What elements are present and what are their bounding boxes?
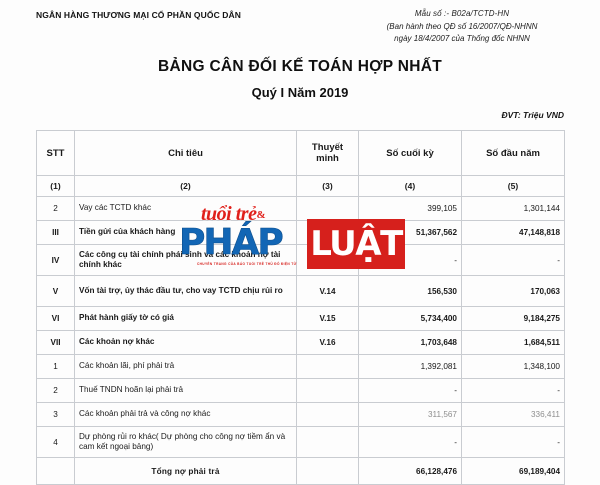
row-stt: VII xyxy=(36,330,75,355)
column-number-4: (4) xyxy=(358,175,462,197)
issuing-decision-line-2: ngày 18/4/2007 của Thống đốc NHNN xyxy=(394,34,530,43)
table-row: 4 Dự phòng rủi ro khác( Dự phòng cho công… xyxy=(36,426,565,458)
balance-sheet-table-wrapper: STT Chỉ tiêu Thuyết minh Số cuối kỳ Số đ… xyxy=(36,130,565,485)
row-previous-period-value: 1,684,511 xyxy=(461,330,565,355)
total-row: Tổng nợ phải trả 66,128,476 69,189,404 xyxy=(36,457,565,485)
row-note-reference xyxy=(296,196,359,221)
row-current-period-value: - xyxy=(358,426,462,458)
row-stt: 2 xyxy=(36,378,75,403)
row-stt: 2 xyxy=(36,196,75,221)
row-indicator-label: Vốn tài trợ, ủy thác đầu tư, cho vay TCT… xyxy=(74,275,297,307)
row-indicator-label: Phát hành giấy tờ có giá xyxy=(74,306,297,331)
column-number-3: (3) xyxy=(296,175,359,197)
header-stt: STT xyxy=(36,130,75,176)
row-note-reference: V.14 xyxy=(296,275,359,307)
total-row-stt xyxy=(36,457,75,485)
row-indicator-label: Các khoản nợ khác xyxy=(74,330,297,355)
total-label: Tổng nợ phải trả xyxy=(74,457,297,485)
row-indicator-label: Tiền gửi của khách hàng xyxy=(74,220,297,245)
issuing-decision-line-1: (Ban hành theo QĐ số 16/2007/QĐ-NHNN xyxy=(386,21,538,31)
row-previous-period-value: - xyxy=(461,426,565,458)
row-current-period-value: 51,367,562 xyxy=(358,220,462,245)
form-reference-block: Mẫu số :- B02a/TCTD-HN (Ban hành theo QĐ… xyxy=(342,8,582,46)
row-previous-period-value: - xyxy=(461,378,565,403)
row-previous-period-value: - xyxy=(461,244,565,276)
row-note-reference xyxy=(296,354,359,379)
table-row: IV Các công cụ tài chính phái sinh và các… xyxy=(36,244,565,276)
table-row: VII Các khoản nợ khác V.16 1,703,648 1,684,5… xyxy=(36,330,565,355)
column-number-row: (1) (2) (3) (4) (5) xyxy=(36,175,565,197)
row-current-period-value: 156,530 xyxy=(358,275,462,307)
row-current-period-value: 1,703,648 xyxy=(358,330,462,355)
row-previous-period-value: 9,184,275 xyxy=(461,306,565,331)
row-previous-period-value: 170,063 xyxy=(461,275,565,307)
row-indicator-label: Thuế TNDN hoãn lại phải trả xyxy=(74,378,297,403)
row-previous-period-value: 1,301,144 xyxy=(461,196,565,221)
row-previous-period-value: 47,148,818 xyxy=(461,220,565,245)
row-stt: 3 xyxy=(36,402,75,427)
header-indicator: Chỉ tiêu xyxy=(74,130,297,176)
column-number-1: (1) xyxy=(36,175,75,197)
row-indicator-label: Các khoản phải trả và công nợ khác xyxy=(74,402,297,427)
table-header-row: STT Chỉ tiêu Thuyết minh Số cuối kỳ Số đ… xyxy=(36,130,565,176)
row-previous-period-value: 336,411 xyxy=(461,402,565,427)
row-note-reference xyxy=(296,244,359,276)
balance-sheet-table: STT Chỉ tiêu Thuyết minh Số cuối kỳ Số đ… xyxy=(36,130,565,485)
row-current-period-value: 1,392,081 xyxy=(358,354,462,379)
row-indicator-label: Các khoản lãi, phí phải trả xyxy=(74,354,297,379)
table-row: V Vốn tài trợ, ủy thác đầu tư, cho vay TC… xyxy=(36,275,565,307)
row-indicator-label: Dự phòng rủi ro khác( Dự phòng cho công … xyxy=(74,426,297,458)
form-number: Mẫu số :- B02a/TCTD-HN xyxy=(414,9,510,18)
header-current-period: Số cuối kỳ xyxy=(358,130,462,176)
row-note-reference xyxy=(296,402,359,427)
row-note-reference: V.16 xyxy=(296,330,359,355)
row-stt: 1 xyxy=(36,354,75,379)
report-period: Quý I Năm 2019 xyxy=(251,85,349,100)
total-current-period-value: 66,128,476 xyxy=(358,457,462,485)
table-row: 2 Thuế TNDN hoãn lại phải trả - - xyxy=(36,378,565,403)
column-number-5: (5) xyxy=(461,175,565,197)
table-body: (1) (2) (3) (4) (5) 2 Vay các TCTD khác 399,105… xyxy=(36,175,565,485)
header-note: Thuyết minh xyxy=(296,130,359,176)
report-title: BẢNG CÂN ĐỐI KẾ TOÁN HỢP NHẤT xyxy=(158,58,442,75)
row-current-period-value: - xyxy=(358,244,462,276)
table-row: 1 Các khoản lãi, phí phải trả 1,392,081 1,3… xyxy=(36,354,565,379)
total-previous-period-value: 69,189,404 xyxy=(461,457,565,485)
table-row: 2 Vay các TCTD khác 399,105 1,301,144 xyxy=(36,196,565,221)
row-stt: IV xyxy=(36,244,75,276)
row-indicator-label: Các công cụ tài chính phái sinh và các k… xyxy=(74,244,297,276)
row-stt: V xyxy=(36,275,75,307)
row-current-period-value: 5,734,400 xyxy=(358,306,462,331)
row-note-reference: V.13 xyxy=(296,220,359,245)
row-stt: III xyxy=(36,220,75,245)
row-indicator-label: Vay các TCTD khác xyxy=(74,196,297,221)
row-note-reference: V.15 xyxy=(296,306,359,331)
table-row: VI Phát hành giấy tờ có giá V.15 5,734,400 9… xyxy=(36,306,565,331)
row-current-period-value: - xyxy=(358,378,462,403)
table-row: 3 Các khoản phải trả và công nợ khác 311,5… xyxy=(36,402,565,427)
row-stt: 4 xyxy=(36,426,75,458)
header-previous-period: Số đầu năm xyxy=(461,130,565,176)
bank-organization-name: NGÂN HÀNG THƯƠNG MẠI CỔ PHẦN QUỐC DÂN xyxy=(36,10,241,20)
table-row: III Tiền gửi của khách hàng V.13 51,367,562… xyxy=(36,220,565,245)
column-number-2: (2) xyxy=(74,175,297,197)
total-note-reference xyxy=(296,457,359,485)
row-previous-period-value: 1,348,100 xyxy=(461,354,565,379)
row-current-period-value: 311,567 xyxy=(358,402,462,427)
row-note-reference xyxy=(296,378,359,403)
row-current-period-value: 399,105 xyxy=(358,196,462,221)
row-stt: VI xyxy=(36,306,75,331)
row-note-reference xyxy=(296,426,359,458)
currency-unit-note: ĐVT: Triệu VND xyxy=(501,110,565,120)
